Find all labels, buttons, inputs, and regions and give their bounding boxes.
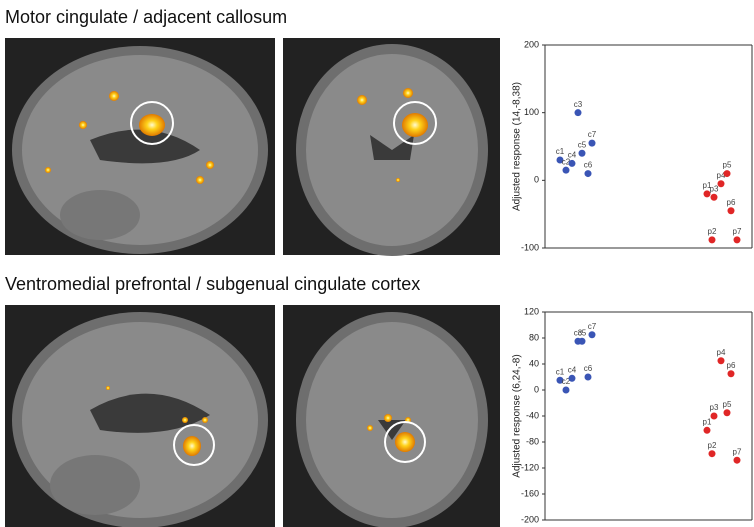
data-point xyxy=(703,426,711,434)
y-tick-label: 200 xyxy=(524,39,539,49)
y-tick-label: -120 xyxy=(521,462,539,472)
y-tick-label: 0 xyxy=(534,175,539,185)
point-label: p6 xyxy=(727,361,736,370)
point-label: p1 xyxy=(703,181,712,190)
point-label: p6 xyxy=(727,198,736,207)
point-label: p5 xyxy=(723,161,732,170)
brain-images xyxy=(5,38,500,527)
data-point xyxy=(584,170,592,178)
point-label: p3 xyxy=(710,184,719,193)
point-label: c5 xyxy=(578,328,587,337)
data-point xyxy=(562,386,570,394)
data-point xyxy=(574,109,582,117)
point-label: p2 xyxy=(708,227,717,236)
y-tick-label: 0 xyxy=(534,384,539,394)
y-tick-label: -80 xyxy=(526,436,539,446)
y-tick-label: 80 xyxy=(529,332,539,342)
data-point xyxy=(723,170,731,178)
point-label: c7 xyxy=(588,322,597,331)
y-tick-label: -100 xyxy=(521,242,539,252)
data-point xyxy=(717,357,725,365)
y-tick-label: -160 xyxy=(521,488,539,498)
y-tick-label: -200 xyxy=(521,514,539,524)
data-point xyxy=(710,193,718,201)
point-label: c5 xyxy=(578,140,587,149)
data-point xyxy=(584,373,592,381)
data-point xyxy=(568,374,576,382)
data-point xyxy=(733,456,741,464)
point-label: c6 xyxy=(584,161,593,170)
data-point xyxy=(588,139,596,147)
panel-title: Ventromedial prefrontal / subgenual cing… xyxy=(5,274,420,294)
point-label: c2 xyxy=(562,377,571,386)
point-label: p4 xyxy=(717,171,726,180)
y-tick-label: -40 xyxy=(526,410,539,420)
y-tick-label: 100 xyxy=(524,107,539,117)
data-point xyxy=(708,450,716,458)
point-label: c2 xyxy=(562,157,571,166)
data-point xyxy=(568,159,576,167)
point-label: c3 xyxy=(574,100,583,109)
point-label: c4 xyxy=(568,151,577,160)
data-point xyxy=(578,337,586,345)
point-label: p3 xyxy=(710,403,719,412)
data-point xyxy=(703,190,711,198)
data-point xyxy=(717,180,725,188)
point-label: c4 xyxy=(568,365,577,374)
point-label: p4 xyxy=(717,348,726,357)
point-label: c6 xyxy=(584,364,593,373)
data-point xyxy=(710,412,718,420)
data-point xyxy=(727,370,735,378)
point-label: p7 xyxy=(733,447,742,456)
data-point xyxy=(708,236,716,244)
panel-title: Motor cingulate / adjacent callosum xyxy=(5,7,287,27)
data-point xyxy=(588,331,596,339)
y-tick-label: 40 xyxy=(529,358,539,368)
y-axis-label: Adjusted response (6,24,-8) xyxy=(512,354,523,477)
point-label: c1 xyxy=(556,147,565,156)
data-point xyxy=(733,236,741,244)
data-point xyxy=(556,376,564,384)
y-tick-label: 120 xyxy=(524,306,539,316)
data-point xyxy=(556,156,564,164)
point-label: p1 xyxy=(703,417,712,426)
data-point xyxy=(578,149,586,157)
y-axis-label: Adjusted response (14,-8,38) xyxy=(512,82,523,211)
point-label: c1 xyxy=(556,367,565,376)
data-point xyxy=(723,409,731,417)
data-point xyxy=(562,166,570,174)
point-label: p2 xyxy=(708,441,717,450)
point-label: p7 xyxy=(733,227,742,236)
point-label: c7 xyxy=(588,130,597,139)
point-label: c3 xyxy=(574,328,583,337)
point-label: p5 xyxy=(723,400,732,409)
data-point xyxy=(727,207,735,215)
